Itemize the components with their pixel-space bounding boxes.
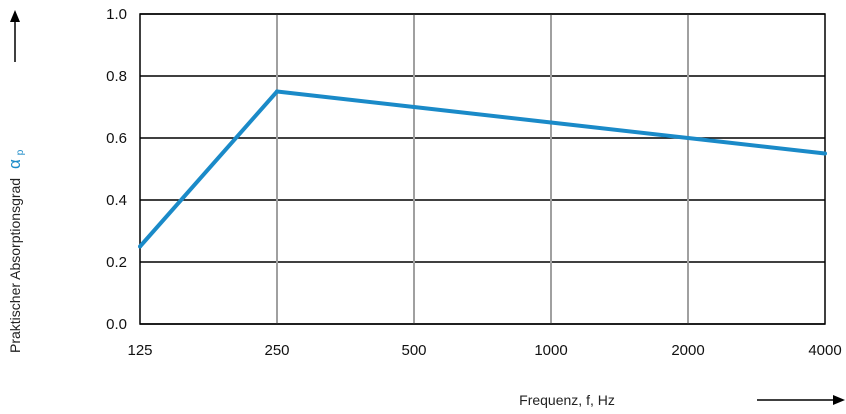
y-axis-subscript: p [15, 149, 26, 155]
x-tick-label: 250 [264, 342, 289, 359]
y-tick-label: 0.0 [106, 316, 127, 333]
x-axis-title: Frequenz, f, Hz [519, 392, 615, 408]
y-axis-symbol: α [5, 159, 24, 169]
data-point [138, 244, 142, 249]
data-point [275, 89, 279, 94]
x-tick-label: 125 [127, 342, 152, 359]
data-point [549, 120, 553, 125]
data-point [686, 136, 690, 140]
data-point [823, 151, 827, 156]
x-tick-label: 2000 [671, 342, 704, 359]
data-points [138, 89, 827, 249]
y-tick-label: 0.2 [106, 254, 127, 271]
x-tick-label: 1000 [534, 342, 567, 359]
x-axis-arrow [757, 395, 845, 405]
y-tick-labels: 0.0 0.2 0.4 0.6 0.8 1.0 [106, 6, 127, 333]
grid-lines [140, 13, 825, 325]
y-tick-label: 0.8 [106, 68, 127, 85]
y-tick-label: 1.0 [106, 6, 127, 23]
plot-frame [139, 13, 826, 325]
series-line [138, 89, 826, 248]
data-point [412, 105, 416, 109]
x-tick-label: 500 [401, 342, 426, 359]
x-tick-label: 4000 [808, 342, 841, 359]
y-axis-arrow [10, 10, 20, 62]
x-tick-labels: 125 250 500 1000 2000 4000 [127, 342, 841, 359]
y-axis-title: Praktischer Absorptionsgrad α p [5, 149, 26, 353]
y-tick-label: 0.6 [106, 130, 127, 147]
y-tick-label: 0.4 [106, 192, 127, 209]
